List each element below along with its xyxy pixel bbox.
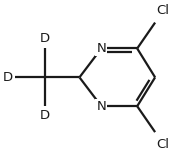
Text: D: D (3, 71, 13, 84)
Text: N: N (96, 42, 106, 55)
Text: Cl: Cl (156, 4, 169, 17)
Text: D: D (40, 33, 50, 45)
Text: N: N (96, 100, 106, 113)
Text: Cl: Cl (156, 138, 169, 151)
Text: D: D (40, 109, 50, 122)
